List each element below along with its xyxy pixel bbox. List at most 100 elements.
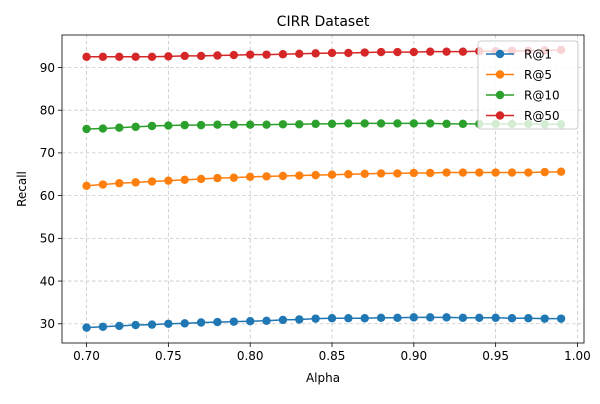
data-point-r50 (164, 52, 173, 61)
data-point-r5 (344, 170, 353, 179)
data-point-r10 (295, 120, 304, 129)
data-point-r1 (164, 319, 173, 328)
data-point-r1 (131, 320, 140, 330)
data-point-r50 (393, 47, 402, 57)
data-point-r50 (82, 52, 91, 61)
y-axis: 30 40 50 60 70 80 90 (40, 61, 62, 331)
legend-swatch-marker-r10 (495, 90, 505, 100)
data-point-r5 (409, 168, 419, 178)
data-point-r1 (262, 316, 271, 325)
data-point-r5 (442, 168, 451, 177)
data-point-r1 (196, 318, 206, 327)
data-point-r10 (147, 121, 157, 131)
data-point-r1 (491, 313, 500, 322)
data-point-r50 (115, 52, 124, 61)
data-point-r50 (278, 50, 288, 59)
y-tick-label: 70 (40, 146, 55, 160)
data-point-r1 (442, 313, 451, 322)
chart-title: CIRR Dataset (277, 14, 370, 30)
data-point-r10 (409, 119, 419, 128)
data-point-r1 (524, 314, 533, 323)
data-point-r1 (213, 317, 222, 327)
x-axis: 0.70 0.75 0.80 0.85 0.90 0.95 1.00 (73, 343, 591, 363)
series-r1 (82, 313, 566, 332)
data-point-r50 (213, 51, 222, 60)
data-point-r1 (376, 313, 386, 322)
data-point-r50 (229, 50, 239, 60)
data-point-r5 (327, 170, 337, 179)
legend-box (477, 40, 579, 130)
plot-frame (61, 34, 585, 344)
data-point-r1 (295, 315, 304, 324)
data-point-r1 (344, 314, 353, 323)
legend: R@1 R@5 R@10 R@50 (477, 40, 579, 130)
data-point-r50 (360, 48, 369, 57)
data-point-r10 (82, 124, 91, 134)
data-point-r50 (147, 52, 157, 61)
data-point-r1 (458, 313, 468, 322)
data-point-r5 (278, 171, 288, 181)
data-point-r10 (344, 119, 353, 128)
data-point-r10 (442, 119, 451, 129)
data-point-r10 (98, 124, 108, 133)
data-point-r5 (524, 168, 533, 177)
y-tick-label: 60 (40, 189, 55, 203)
data-point-r10 (311, 119, 320, 129)
data-point-r10 (425, 119, 435, 128)
x-tick-label: 0.80 (237, 349, 264, 363)
x-tick-label: 0.85 (319, 349, 346, 363)
data-point-r1 (507, 314, 517, 323)
data-point-r1 (475, 313, 484, 322)
data-point-r5 (507, 168, 517, 177)
data-point-r5 (295, 171, 304, 180)
series-r5 (82, 167, 566, 190)
data-point-r1 (311, 314, 320, 323)
data-point-r10 (376, 119, 386, 128)
data-point-r50 (295, 49, 304, 58)
data-point-r10 (180, 120, 189, 130)
legend-label-r50: R@50 (524, 109, 560, 123)
data-point-r5 (229, 173, 239, 182)
data-point-r5 (147, 177, 157, 186)
data-point-r50 (262, 50, 271, 59)
data-point-r1 (147, 320, 157, 329)
data-point-r5 (556, 167, 566, 176)
data-point-r50 (425, 47, 435, 56)
legend-label-r1: R@1 (524, 47, 552, 61)
data-point-r1 (245, 317, 255, 326)
data-point-r50 (344, 48, 353, 58)
data-point-r5 (196, 174, 206, 184)
data-point-r5 (491, 168, 500, 177)
data-point-r50 (196, 51, 206, 61)
data-point-r10 (262, 120, 271, 129)
data-point-r5 (311, 170, 320, 180)
data-point-r5 (164, 176, 173, 185)
data-point-r1 (540, 314, 549, 323)
data-point-r10 (196, 120, 206, 130)
data-point-r50 (311, 49, 320, 58)
x-tick-label: 0.70 (73, 349, 100, 363)
y-tick-label: 40 (40, 274, 55, 288)
data-point-r10 (278, 120, 288, 129)
data-point-r50 (458, 47, 468, 56)
data-point-r5 (115, 179, 124, 188)
data-point-r1 (327, 314, 337, 323)
data-point-r5 (98, 180, 108, 189)
data-point-r50 (409, 47, 419, 57)
data-point-r10 (360, 119, 369, 128)
data-point-r1 (180, 319, 189, 328)
data-point-r10 (229, 120, 239, 129)
x-tick-label: 1.00 (564, 349, 591, 363)
data-point-r5 (213, 173, 222, 183)
data-point-r50 (442, 47, 451, 56)
data-point-r10 (245, 120, 255, 129)
data-point-r5 (475, 168, 484, 177)
data-point-r1 (556, 314, 566, 323)
data-point-r50 (98, 52, 108, 61)
x-tick-label: 0.95 (482, 349, 509, 363)
data-point-r1 (360, 314, 369, 323)
data-point-r1 (98, 322, 108, 331)
legend-swatch-marker-r5 (495, 70, 505, 79)
data-point-r5 (425, 168, 435, 178)
